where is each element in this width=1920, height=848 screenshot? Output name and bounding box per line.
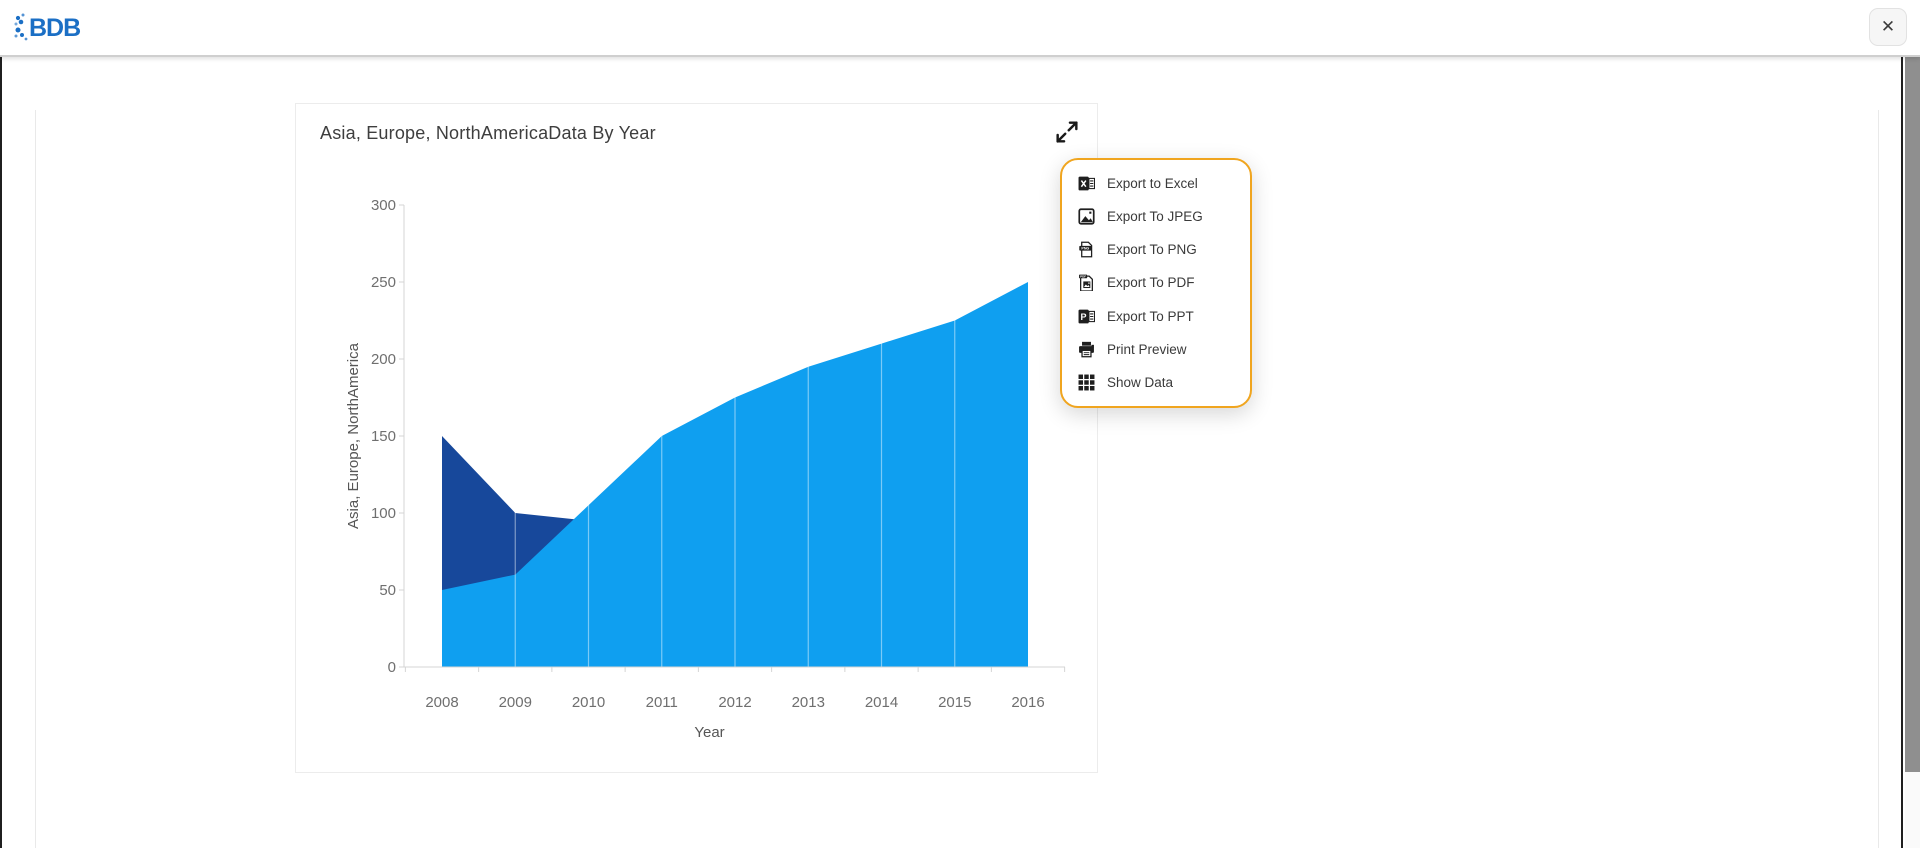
close-button[interactable]: ✕: [1869, 8, 1907, 46]
ppt-icon: P: [1078, 308, 1095, 325]
menu-item-print-preview[interactable]: Print Preview: [1062, 333, 1250, 366]
svg-text:P: P: [1081, 312, 1087, 322]
svg-text:300: 300: [371, 197, 396, 214]
top-bar: BDB ✕: [0, 0, 1920, 57]
menu-item-export-to-png[interactable]: PNG Export To PNG: [1062, 233, 1250, 266]
svg-text:100: 100: [371, 505, 396, 522]
expand-diagonal-icon: [1056, 121, 1078, 143]
svg-text:2014: 2014: [865, 694, 898, 711]
menu-item-export-to-ppt[interactable]: P Export To PPT: [1062, 300, 1250, 333]
svg-text:200: 200: [371, 351, 396, 368]
export-menu: Export to Excel Export To JPEG PNG Ex: [1060, 158, 1252, 408]
svg-text:2013: 2013: [792, 694, 825, 711]
svg-text:0: 0: [388, 659, 396, 676]
bdb-logo: BDB: [12, 9, 98, 50]
chart-title: Asia, Europe, NorthAmericaData By Year: [320, 123, 656, 143]
menu-item-label: Show Data: [1107, 374, 1174, 390]
image-icon: [1078, 208, 1095, 225]
menu-item-label: Export to Excel: [1107, 176, 1198, 191]
svg-text:Year: Year: [694, 724, 724, 741]
menu-item-export-to-excel[interactable]: Export to Excel: [1062, 167, 1250, 200]
printer-icon: [1078, 341, 1095, 358]
expand-button[interactable]: [1051, 116, 1083, 148]
menu-item-show-data[interactable]: Show Data: [1062, 366, 1250, 399]
excel-icon: [1078, 175, 1095, 192]
menu-item-label: Print Preview: [1107, 341, 1187, 357]
svg-text:2008: 2008: [425, 694, 458, 711]
menu-item-label: Export To PNG: [1107, 242, 1197, 258]
menu-item-export-to-pdf[interactable]: PDF Export To PDF: [1062, 266, 1250, 299]
area-chart-svg: 0 50 100 150 200 250 300 2008 2009 2010 2011 2012 20…: [345, 197, 1066, 741]
chart-card: 0 50 100 150 200 250 300 2008 2009 2010 2011 2012 20…: [295, 103, 1098, 773]
menu-item-label: Export To JPEG: [1107, 209, 1203, 225]
svg-text:150: 150: [371, 428, 396, 445]
scrollbar-thumb[interactable]: [1905, 57, 1920, 772]
svg-text:50: 50: [379, 582, 396, 599]
svg-text:2012: 2012: [718, 694, 751, 711]
bdb-logo-icon: BDB: [14, 13, 81, 42]
svg-text:2015: 2015: [938, 694, 971, 711]
svg-text:250: 250: [371, 274, 396, 291]
svg-text:2009: 2009: [499, 694, 532, 711]
grid-icon: [1078, 374, 1095, 391]
svg-text:Asia, Europe, NorthAmerica: Asia, Europe, NorthAmerica: [345, 342, 362, 529]
svg-text:2010: 2010: [572, 694, 605, 711]
scrollbar-track[interactable]: [1905, 55, 1920, 848]
menu-item-label: Export To PDF: [1107, 275, 1195, 291]
menu-item-label: Export To PPT: [1107, 308, 1194, 324]
svg-text:PNG: PNG: [1081, 247, 1089, 251]
png-file-icon: PNG: [1078, 241, 1095, 258]
menu-item-export-to-jpeg[interactable]: Export To JPEG: [1062, 200, 1250, 233]
bdb-logo-text: BDB: [29, 14, 80, 42]
close-icon: ✕: [1880, 17, 1896, 36]
pdf-file-icon: PDF: [1078, 274, 1095, 292]
svg-text:2011: 2011: [646, 694, 678, 711]
svg-text:PDF: PDF: [1080, 275, 1086, 279]
svg-text:2016: 2016: [1011, 694, 1044, 711]
